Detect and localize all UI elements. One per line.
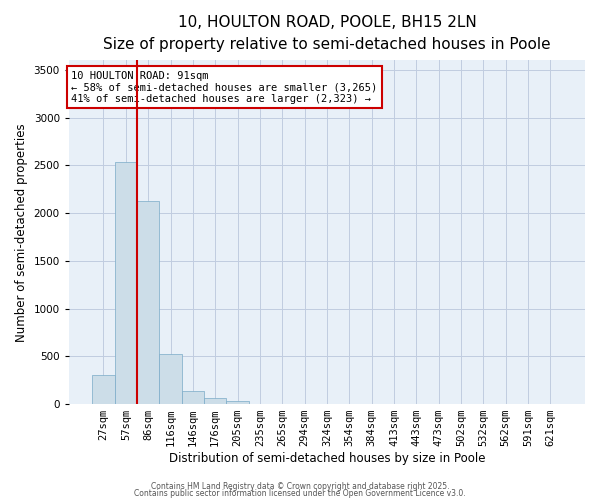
Bar bbox=[115, 162, 137, 404]
Text: Contains HM Land Registry data © Crown copyright and database right 2025.: Contains HM Land Registry data © Crown c… bbox=[151, 482, 449, 491]
Bar bbox=[92, 375, 115, 404]
Bar bbox=[160, 354, 182, 404]
Y-axis label: Number of semi-detached properties: Number of semi-detached properties bbox=[15, 123, 28, 342]
Title: 10, HOULTON ROAD, POOLE, BH15 2LN
Size of property relative to semi-detached hou: 10, HOULTON ROAD, POOLE, BH15 2LN Size o… bbox=[103, 15, 551, 52]
Bar bbox=[137, 200, 160, 404]
X-axis label: Distribution of semi-detached houses by size in Poole: Distribution of semi-detached houses by … bbox=[169, 452, 485, 465]
Bar bbox=[182, 390, 204, 404]
Text: Contains public sector information licensed under the Open Government Licence v3: Contains public sector information licen… bbox=[134, 488, 466, 498]
Bar bbox=[226, 401, 249, 404]
Text: 10 HOULTON ROAD: 91sqm
← 58% of semi-detached houses are smaller (3,265)
41% of : 10 HOULTON ROAD: 91sqm ← 58% of semi-det… bbox=[71, 70, 377, 104]
Bar bbox=[204, 398, 226, 404]
